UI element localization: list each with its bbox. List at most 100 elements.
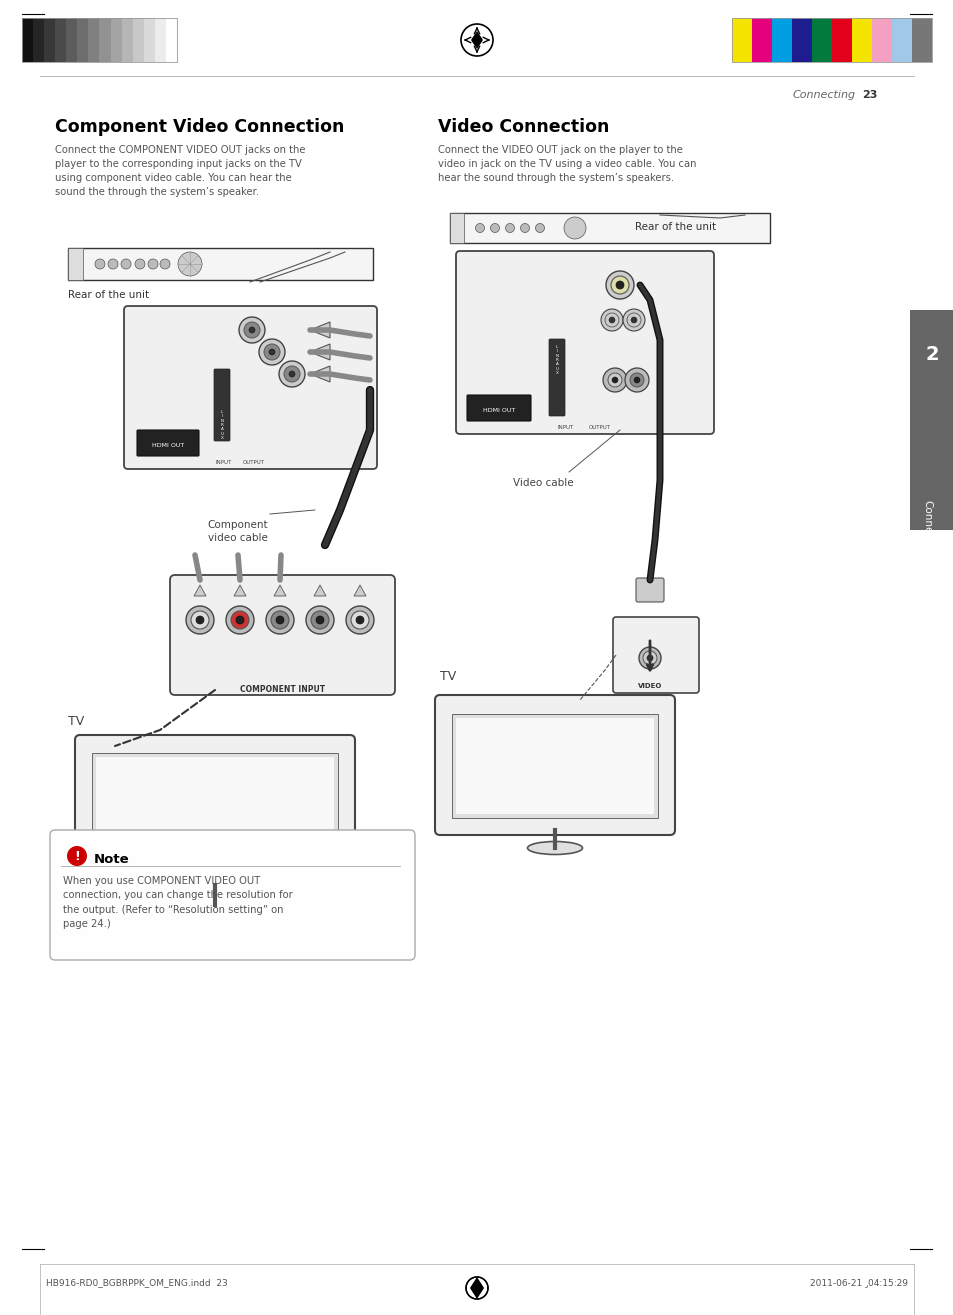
Bar (731, 18, 751, 62)
Text: !: ! (74, 849, 80, 863)
Circle shape (602, 368, 626, 392)
Bar (22, 18, 33, 62)
FancyBboxPatch shape (467, 394, 531, 421)
Bar (166, 18, 177, 62)
Circle shape (148, 259, 158, 270)
Bar (791, 18, 811, 62)
Bar (851, 18, 871, 62)
Circle shape (244, 322, 260, 338)
Text: VIDEO: VIDEO (638, 682, 661, 689)
Circle shape (67, 846, 87, 867)
Circle shape (231, 611, 249, 629)
Circle shape (608, 317, 615, 323)
Bar (122, 18, 132, 62)
Circle shape (475, 224, 484, 233)
Circle shape (235, 615, 244, 625)
Bar (456, 718, 654, 814)
Circle shape (616, 281, 623, 289)
Circle shape (178, 252, 202, 276)
Text: TV: TV (68, 715, 84, 729)
FancyBboxPatch shape (75, 735, 355, 890)
Bar (44, 18, 55, 62)
Circle shape (604, 313, 618, 327)
Polygon shape (310, 345, 330, 360)
Polygon shape (233, 585, 246, 596)
Circle shape (351, 611, 369, 629)
Circle shape (630, 317, 637, 323)
Circle shape (284, 366, 299, 381)
Polygon shape (354, 585, 366, 596)
Text: OUTPUT: OUTPUT (243, 460, 265, 466)
FancyBboxPatch shape (636, 579, 663, 602)
Bar (68, 249, 83, 280)
FancyBboxPatch shape (456, 251, 713, 434)
Circle shape (607, 373, 621, 387)
Bar (96, 757, 334, 869)
Text: INPUT: INPUT (558, 425, 574, 430)
Bar (731, 18, 931, 62)
Bar (77, 18, 89, 62)
Circle shape (278, 362, 305, 387)
Circle shape (612, 377, 618, 383)
Circle shape (249, 327, 254, 333)
Circle shape (264, 345, 280, 360)
Bar (891, 18, 911, 62)
Bar (33, 18, 44, 62)
Text: L
I
N
R
A
U
X: L I N R A U X (220, 410, 223, 439)
Text: COMPONENT INPUT: COMPONENT INPUT (240, 685, 325, 694)
Text: OUTPUT: OUTPUT (588, 425, 610, 430)
Text: Rear of the unit: Rear of the unit (68, 291, 149, 300)
Circle shape (275, 615, 284, 625)
FancyBboxPatch shape (548, 339, 564, 416)
Text: Connecting: Connecting (792, 89, 855, 100)
Text: TV: TV (439, 671, 456, 682)
Text: Video Connection: Video Connection (437, 118, 609, 135)
Circle shape (239, 317, 265, 343)
Text: Connecting: Connecting (921, 500, 931, 560)
Circle shape (269, 348, 274, 355)
Circle shape (306, 606, 334, 634)
Circle shape (639, 647, 660, 669)
Text: Rear of the unit: Rear of the unit (635, 222, 716, 231)
Circle shape (346, 606, 374, 634)
Circle shape (490, 224, 499, 233)
Text: 2: 2 (924, 345, 938, 364)
Circle shape (108, 259, 118, 270)
Polygon shape (310, 366, 330, 381)
Text: 2011-06-21  ̡04:15:29: 2011-06-21 ̡04:15:29 (809, 1278, 907, 1287)
Circle shape (646, 655, 652, 661)
FancyBboxPatch shape (613, 617, 699, 693)
Circle shape (315, 615, 324, 625)
Bar (450, 213, 463, 243)
Circle shape (271, 611, 289, 629)
Bar (909, 310, 953, 530)
Text: L
I
N
R
A
U
X: L I N R A U X (555, 345, 558, 375)
Text: Component
video cable: Component video cable (208, 519, 268, 543)
FancyBboxPatch shape (50, 830, 415, 960)
Circle shape (629, 373, 643, 387)
Text: Note: Note (94, 853, 130, 867)
FancyBboxPatch shape (124, 306, 376, 469)
Circle shape (258, 339, 285, 366)
FancyBboxPatch shape (435, 696, 675, 835)
Text: Connect the COMPONENT VIDEO OUT jacks on the
player to the corresponding input j: Connect the COMPONENT VIDEO OUT jacks on… (55, 145, 305, 197)
Bar (751, 18, 771, 62)
Bar (831, 18, 851, 62)
Text: Video cable: Video cable (513, 477, 573, 488)
Circle shape (266, 606, 294, 634)
Bar (55, 18, 66, 62)
Polygon shape (471, 32, 482, 49)
Polygon shape (193, 585, 206, 596)
Circle shape (95, 259, 105, 270)
Circle shape (289, 371, 294, 377)
Polygon shape (310, 322, 330, 338)
Circle shape (624, 368, 648, 392)
Bar (91, 753, 337, 873)
Bar (452, 714, 658, 818)
Circle shape (121, 259, 131, 270)
Circle shape (535, 224, 544, 233)
Circle shape (355, 615, 364, 625)
Circle shape (626, 313, 640, 327)
Text: INPUT: INPUT (215, 460, 232, 466)
Text: HDMI OUT: HDMI OUT (482, 408, 515, 413)
